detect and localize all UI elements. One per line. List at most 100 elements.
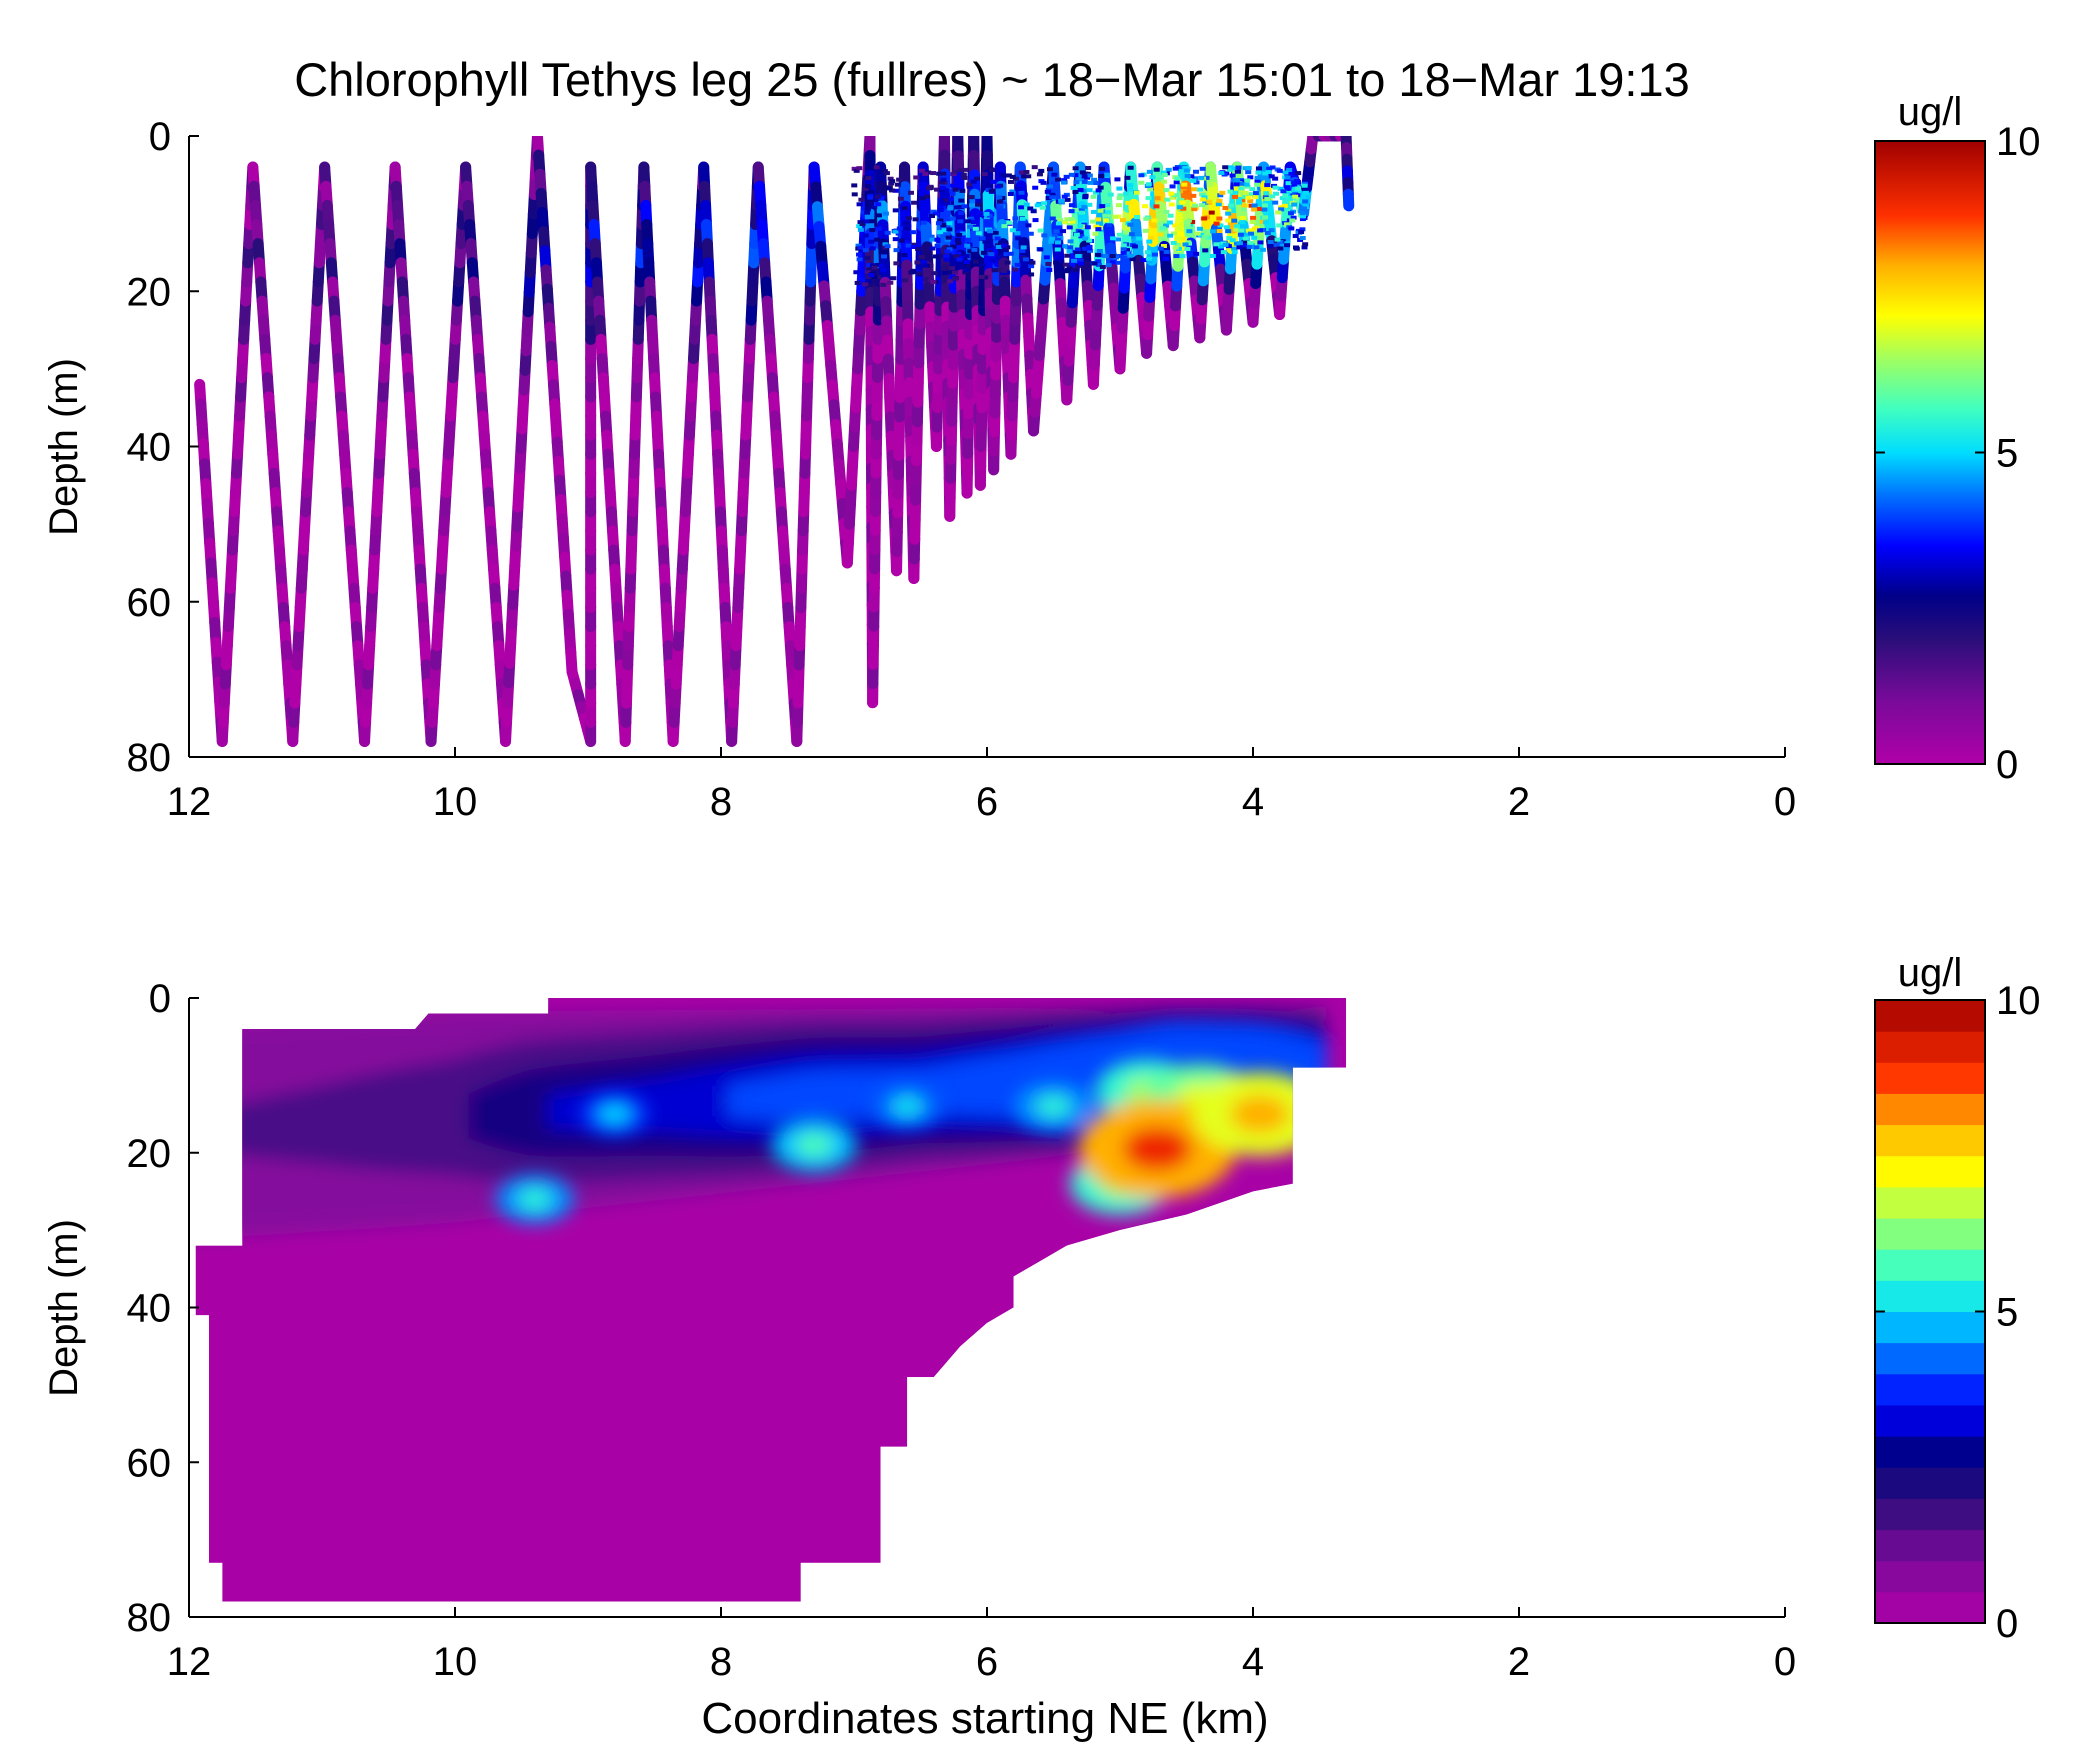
profile-sample-point — [1239, 220, 1246, 225]
profile-sample-point — [928, 234, 935, 239]
profile-sample-point — [981, 275, 988, 280]
profile-sample-point — [1040, 201, 1047, 206]
profile-sample-point — [1163, 209, 1170, 214]
profile-sample-point — [1095, 217, 1102, 222]
profile-sample-point — [1237, 232, 1244, 237]
profile-sample-point — [1081, 174, 1088, 179]
profile-sample-point — [1231, 246, 1238, 251]
profile-sample-point — [1190, 178, 1197, 183]
profile-sample-point — [1116, 186, 1123, 191]
profile-sample-point — [947, 206, 954, 211]
profile-sample-point — [1123, 230, 1130, 235]
profile-sample-point — [1115, 237, 1122, 242]
profile-sample-point — [884, 244, 891, 249]
profile-sample-point — [1259, 247, 1266, 252]
profile-sample-point — [1064, 197, 1071, 202]
profile-sample-point — [1032, 218, 1039, 223]
profile-sample-point — [985, 187, 992, 192]
profile-sample-point — [1257, 240, 1264, 245]
profile-sample-point — [1127, 183, 1134, 188]
profile-sample-point — [1029, 260, 1036, 265]
profile-sample-point — [1047, 184, 1054, 189]
profile-sample-point — [1058, 198, 1065, 203]
profile-sample-point — [1018, 205, 1025, 210]
top-x-tick-label-5: 2 — [1508, 780, 1530, 824]
figure-title: Chlorophyll Tethys leg 25 (fullres) ~ 18… — [294, 53, 1690, 106]
profile-sample-point — [1239, 198, 1246, 203]
profile-sample-point — [1264, 179, 1271, 184]
profile-sample-point — [893, 248, 900, 253]
profile-sample-point — [1249, 220, 1256, 225]
profile-sample-point — [1073, 180, 1080, 185]
profile-sample-point — [857, 227, 864, 232]
profile-sample-point — [1232, 194, 1239, 199]
profile-sample-point — [1247, 175, 1254, 180]
profile-sample-point — [950, 244, 957, 249]
profile-sample-point — [1189, 219, 1196, 224]
profile-sample-point — [1046, 268, 1053, 273]
profile-sample-point — [1116, 196, 1123, 201]
bottom-x-tick-label-3: 6 — [976, 1640, 998, 1684]
profile-sample-point — [1082, 236, 1089, 241]
bottom-colorbar-tick-label-2: 0 — [1996, 1602, 2018, 1646]
profile-sample-point — [1288, 226, 1295, 231]
profile-sample-point — [978, 213, 985, 218]
profile-sample-point — [949, 216, 956, 221]
profile-sample-point — [1253, 182, 1260, 187]
profile-sample-point — [1043, 255, 1050, 260]
profile-sample-point — [1146, 259, 1153, 264]
profile-sample-point — [1232, 190, 1239, 195]
profile-sample-point — [1090, 219, 1097, 224]
profile-sample-point — [1264, 231, 1271, 236]
profile-sample-point — [1067, 239, 1074, 244]
bottom-x-ticks: 12 10 8 6 4 2 0 — [167, 1607, 1796, 1684]
profile-sample-point — [1123, 248, 1130, 253]
profile-sample-point — [1021, 192, 1028, 197]
profile-sample-point — [909, 230, 916, 235]
profile-sample-point — [1225, 208, 1232, 213]
profile-sample-point — [1095, 188, 1102, 193]
profile-sample-point — [1160, 179, 1167, 184]
profile-sample-point — [1066, 249, 1073, 254]
profile-sample-point — [1218, 170, 1225, 175]
profile-sample-point — [1280, 244, 1287, 249]
profile-sample-point — [1049, 195, 1056, 200]
profile-sample-point — [1071, 258, 1078, 263]
profile-sample-point — [1069, 219, 1076, 224]
bottom-x-tick-label-0: 12 — [167, 1640, 212, 1684]
profile-sample-point — [883, 171, 890, 176]
profile-sample-point — [973, 176, 980, 181]
profile-sample-point — [1145, 182, 1152, 187]
profile-sample-point — [1225, 229, 1232, 234]
profile-sample-point — [1262, 220, 1269, 225]
profile-sample-point — [1182, 165, 1189, 170]
profile-sample-point — [1072, 166, 1079, 171]
profile-sample-point — [1261, 203, 1268, 208]
profile-sample-point — [853, 168, 860, 173]
profile-sample-point — [967, 224, 974, 229]
profile-sample-point — [967, 249, 974, 254]
bottom-y-tick-label-0: 0 — [149, 977, 171, 1021]
profile-sample-point — [851, 166, 858, 171]
profile-sample-point — [921, 263, 928, 268]
bottom-x-tick-label-6: 0 — [1774, 1640, 1796, 1684]
profile-sample-point — [1004, 270, 1011, 275]
profile-sample-point — [1300, 206, 1307, 211]
profile-sample-point — [1112, 214, 1119, 219]
profile-sample-point — [988, 252, 995, 257]
profile-sample-point — [1267, 240, 1274, 245]
bottom-colorbar-ticks: 10 5 0 — [1875, 979, 2041, 1646]
profile-sample-point — [975, 202, 982, 207]
profile-sample-point — [1004, 245, 1011, 250]
profile-sample-point — [1167, 233, 1174, 238]
profile-sample-point — [1092, 180, 1099, 185]
profile-sample-point — [1068, 172, 1075, 177]
profile-sample-point — [851, 192, 858, 197]
profile-sample-point — [1188, 174, 1195, 179]
profile-sample-point — [1248, 228, 1255, 233]
profile-sample-point — [935, 221, 942, 226]
profile-sample-point — [1105, 263, 1112, 268]
profile-sample-point — [999, 271, 1006, 276]
